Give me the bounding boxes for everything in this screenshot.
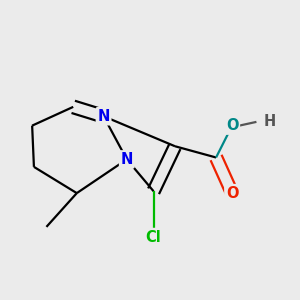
Text: N: N — [121, 152, 133, 167]
Text: O: O — [226, 118, 239, 133]
Text: N: N — [98, 109, 110, 124]
Text: O: O — [226, 186, 239, 201]
Text: Cl: Cl — [146, 230, 161, 244]
Text: H: H — [264, 114, 276, 129]
